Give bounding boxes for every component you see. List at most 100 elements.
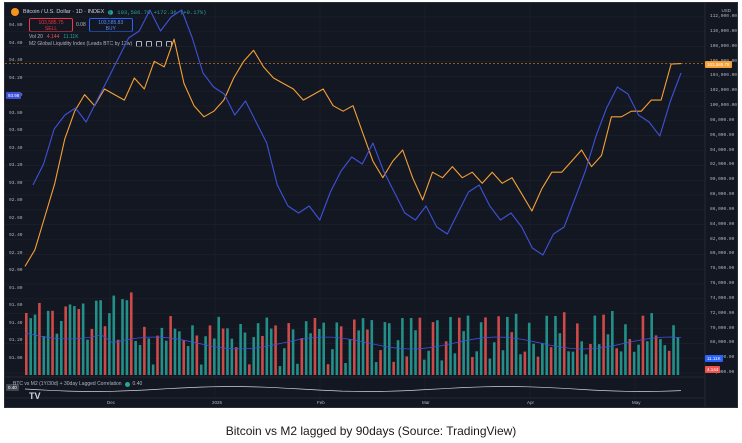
volume-bar — [331, 349, 334, 375]
volume-bar — [164, 340, 168, 375]
volume-bar — [221, 328, 225, 375]
volume-bar — [25, 313, 28, 375]
volume-bar — [234, 347, 238, 375]
volume-bar — [667, 350, 671, 375]
volume-bar — [379, 350, 382, 375]
volume-bar — [274, 325, 277, 375]
volume-bar — [414, 330, 417, 375]
volume-bar — [278, 366, 282, 375]
volume-bar — [488, 358, 492, 375]
volume-bar — [51, 310, 54, 375]
sell-button[interactable]: 103,585.75 SELL — [29, 18, 73, 32]
time-axis-tick: Mar — [422, 400, 430, 405]
volume-bar — [567, 351, 570, 375]
volume-bar — [309, 333, 312, 375]
volume-bar — [77, 309, 81, 375]
volume-bar — [287, 323, 290, 375]
left-axis-tick: 92.80 — [9, 198, 23, 203]
right-axis-tick: 98,000.00 — [710, 117, 735, 123]
volume-bar — [357, 330, 360, 375]
volume-bar — [361, 318, 365, 375]
right-axis-tick: 112,000.00 — [710, 14, 738, 19]
volume-bar — [112, 295, 116, 375]
time-axis-tick: Apr — [527, 400, 535, 405]
right-price-tag: 103,585.78 — [705, 60, 732, 68]
volume-legend[interactable]: Vol 20 4.144 11.11K — [29, 34, 79, 40]
volume-bar — [422, 359, 426, 375]
volume-bar — [204, 336, 207, 375]
currency-label[interactable]: USD — [721, 8, 731, 13]
ohlc-values: 103,586.78 +172.36 (+0.17%) — [117, 8, 207, 16]
volume-bar — [571, 351, 575, 375]
volume-value-b: 11.11K — [63, 34, 79, 40]
volume-bar — [213, 338, 216, 375]
left-axis-tick: 93.40 — [9, 145, 23, 151]
volume-bar — [108, 313, 111, 375]
right-axis-tick: 108,000.00 — [710, 43, 738, 49]
volume-bar — [269, 328, 273, 375]
buy-button[interactable]: 103,585.83 BUY — [88, 18, 133, 32]
volume-bar — [484, 317, 487, 375]
volume-bar — [99, 300, 102, 375]
volume-bar — [147, 338, 151, 375]
sub-indicator-value: 0.40 — [132, 381, 143, 387]
right-axis-tick: 78,000.00 — [710, 266, 735, 272]
volume-bar — [444, 341, 448, 375]
volume-bar — [156, 335, 159, 375]
volume-bar — [116, 339, 120, 375]
sub-indicator-legend[interactable]: BTC vs M2 (1Y/30d) + 30day Lagged Correl… — [13, 381, 142, 387]
volume-bar — [466, 315, 470, 375]
volume-bar — [436, 320, 439, 375]
status-icon — [124, 381, 130, 387]
volume-bar — [304, 321, 308, 375]
volume-bar — [129, 292, 133, 375]
volume-bar — [344, 362, 347, 375]
right-axis-tick: 90,000.00 — [710, 177, 735, 183]
right-axis-tick: 82,000.00 — [710, 236, 735, 242]
volume-label: Vol 20 — [29, 34, 43, 40]
right-axis-tick: 92,000.00 — [710, 162, 735, 168]
volume-bar — [431, 322, 435, 375]
volume-bar — [55, 333, 59, 375]
volume-bar — [532, 343, 535, 375]
volume-bar — [208, 325, 212, 375]
volume-bar — [536, 356, 540, 375]
volume-bar — [121, 299, 124, 375]
volume-bar — [68, 304, 72, 375]
volume-bar — [374, 362, 378, 375]
volume-bar — [230, 338, 234, 375]
volume-bar — [261, 335, 264, 375]
volume-bar — [195, 335, 199, 375]
volume-bar — [392, 361, 395, 375]
right-axis-tick: 88,000.00 — [710, 192, 735, 197]
volume-bar — [291, 329, 295, 375]
volume-bar — [405, 356, 409, 375]
left-sub-tag: 0.40 — [6, 384, 19, 391]
volume-bar — [396, 340, 400, 375]
volume-bar — [256, 323, 260, 375]
volume-bar — [383, 322, 387, 375]
volume-bar — [64, 306, 67, 375]
market-status-icon — [108, 9, 114, 15]
price-chart[interactable] — [5, 3, 738, 408]
sell-price: 103,585.75 — [38, 20, 64, 26]
volume-bar — [514, 313, 518, 375]
volume-bar — [33, 314, 37, 375]
volume-bar — [283, 348, 286, 375]
volume-bar — [125, 300, 129, 375]
volume-bar — [191, 325, 194, 375]
volume-bar — [409, 318, 413, 375]
right-axis-tick: 104,000.00 — [710, 73, 738, 79]
symbol-title[interactable]: Bitcoin / U.S. Dollar · 1D · INDEX — [23, 9, 105, 15]
volume-bar — [73, 306, 76, 375]
left-axis-tick: 92.60 — [9, 215, 23, 221]
volume-bar — [589, 344, 592, 375]
volume-bar — [457, 317, 461, 375]
right-axis-tick: 86,000.00 — [710, 206, 735, 212]
chart-window[interactable]: Bitcoin / U.S. Dollar · 1D · INDEX 103,5… — [4, 2, 738, 408]
volume-bar — [226, 328, 229, 375]
right-axis-tick: 84,000.00 — [710, 221, 735, 227]
tradingview-logo: TV — [29, 391, 41, 401]
right-axis-tick: 94,000.00 — [710, 147, 735, 153]
volume-bar — [659, 339, 662, 375]
